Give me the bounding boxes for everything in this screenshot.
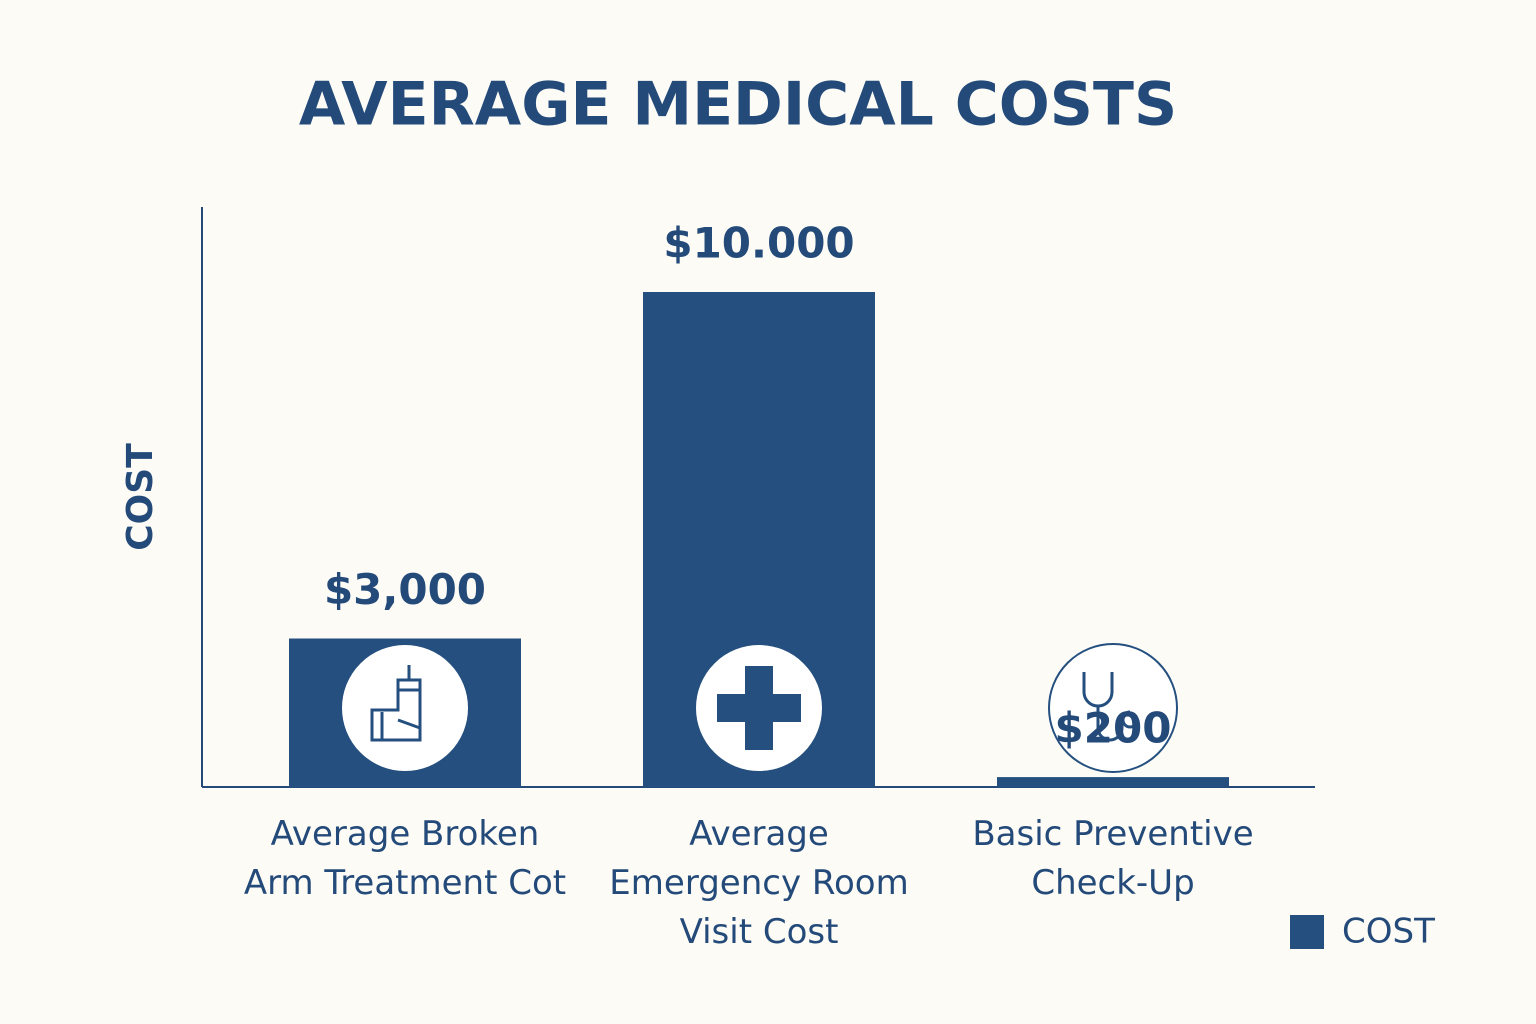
x-tick-label: Average Emergency Room Visit Cost: [609, 814, 909, 952]
icon-circle: [340, 643, 470, 773]
chart-title: AVERAGE MEDICAL COSTS: [299, 70, 1177, 140]
x-tick-label: Average Broken Arm Treatment Cot: [243, 814, 567, 903]
bar: [997, 777, 1229, 787]
value-label: $200: [1055, 704, 1172, 753]
cast-icon: [370, 665, 422, 742]
icon-circle: [1048, 643, 1178, 773]
icons: [340, 643, 1178, 773]
legend-swatch: [1290, 915, 1324, 949]
stethoscope-icon: [1082, 672, 1139, 742]
value-label: $10.000: [663, 219, 854, 268]
x-tick-label: Basic Preventive Check-Up: [972, 814, 1254, 903]
value-label: $3,000: [324, 565, 486, 614]
legend-label: COST: [1342, 912, 1435, 952]
cross-icon: [717, 666, 801, 750]
y-axis-label: COST: [120, 443, 161, 551]
